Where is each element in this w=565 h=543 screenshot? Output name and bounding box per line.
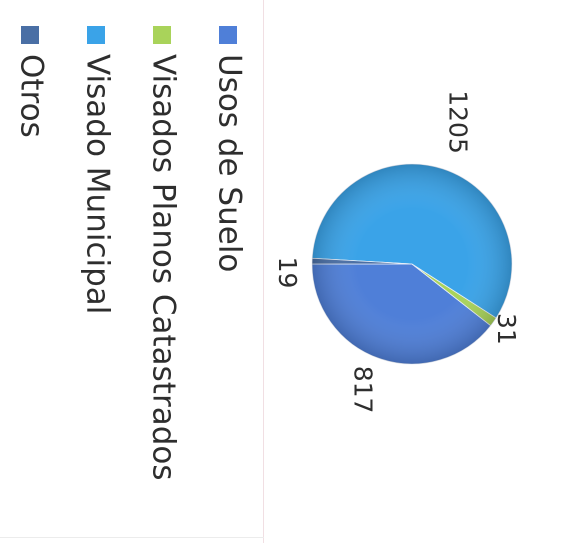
pie — [311, 163, 513, 365]
chart-border — [263, 0, 264, 543]
legend-swatch — [21, 26, 39, 44]
legend-swatch — [219, 26, 237, 44]
legend-label: Otros — [14, 54, 50, 138]
data-label: 31 — [492, 313, 521, 345]
data-label: 1205 — [443, 90, 472, 154]
legend-swatch — [87, 26, 105, 44]
legend-label: Visado Municipal — [80, 54, 116, 314]
pie-shading — [312, 164, 512, 364]
legend-swatch — [153, 26, 171, 44]
data-label: 19 — [273, 257, 302, 289]
data-labels: 817 31 1205 19 — [273, 90, 521, 413]
chart-border — [0, 537, 264, 538]
legend: Usos de Suelo Visados Planos Catastrados V… — [14, 26, 248, 481]
legend-label: Visados Planos Catastrados — [146, 54, 182, 481]
legend-label: Usos de Suelo — [212, 54, 248, 272]
data-label: 817 — [349, 366, 378, 414]
